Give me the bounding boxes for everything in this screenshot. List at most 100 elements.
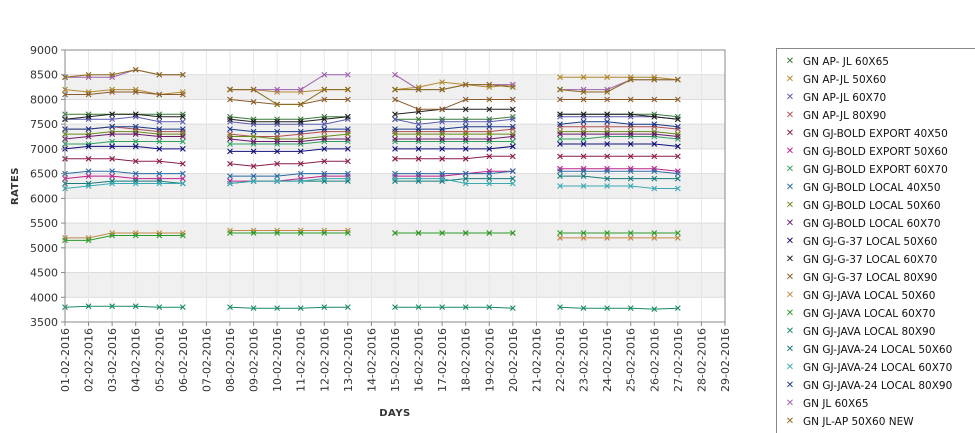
- data-point: [156, 170, 163, 177]
- data-point: [274, 160, 281, 167]
- data-point: [297, 160, 304, 167]
- data-point: [132, 111, 139, 118]
- data-point: [250, 118, 257, 125]
- data-point: [604, 141, 611, 147]
- x-tick-label: 05-02-2016: [153, 328, 166, 392]
- y-tick-label: 7500: [30, 118, 58, 131]
- data-point: [179, 128, 186, 135]
- legend-marker-icon: ✕: [785, 254, 795, 265]
- data-point: [674, 96, 681, 103]
- data-point: [580, 123, 587, 130]
- data-point: [486, 138, 493, 145]
- data-point: [604, 128, 611, 135]
- x-tick-label: 09-02-2016: [248, 328, 261, 392]
- x-tick-label: 19-02-2016: [483, 328, 496, 392]
- x-tick-label: 07-02-2016: [200, 328, 213, 392]
- data-point: [604, 183, 611, 189]
- data-point: [651, 141, 658, 147]
- data-point: [580, 168, 587, 175]
- x-tick-label: 12-02-2016: [318, 328, 331, 392]
- data-point: [179, 89, 186, 95]
- data-point: [227, 126, 233, 133]
- data-point: [580, 235, 587, 241]
- x-tick-label: 02-02-2016: [83, 328, 96, 392]
- data-point: [462, 230, 469, 236]
- data-point: [392, 146, 398, 152]
- data-point: [462, 81, 469, 88]
- x-tick-label: 10-02-2016: [271, 328, 284, 392]
- legend-item: ✕ GN GJ-BOLD LOCAL 50X60: [777, 197, 941, 215]
- y-tick-label: 5500: [30, 217, 58, 230]
- series-12: [62, 106, 681, 125]
- series-line: [64, 76, 678, 96]
- y-tick-label: 4500: [30, 267, 58, 280]
- y-tick-label: 3500: [30, 316, 58, 329]
- data-point: [109, 232, 116, 239]
- data-point: [557, 96, 563, 103]
- data-point: [344, 128, 351, 135]
- legend-label: GN JL-AP 50X60 NEW: [803, 416, 914, 428]
- x-tick-label: 14-02-2016: [365, 328, 378, 392]
- legend-item: ✕ GN AP-JL 50X60: [777, 71, 886, 89]
- legend-marker-icon: ✕: [785, 92, 795, 103]
- data-point: [392, 173, 398, 179]
- data-point: [415, 86, 422, 93]
- data-point: [439, 79, 446, 86]
- data-point: [509, 131, 516, 137]
- legend-marker-icon: ✕: [785, 110, 795, 121]
- series-line: [64, 178, 678, 189]
- legend-item: ✕ GN JL 60X65: [777, 395, 869, 413]
- data-point: [297, 136, 304, 142]
- data-point: [651, 121, 658, 128]
- x-tick-label: 26-02-2016: [648, 328, 661, 392]
- data-point: [462, 138, 469, 145]
- x-tick-label: 18-02-2016: [460, 328, 473, 392]
- data-point: [509, 230, 516, 236]
- data-point: [604, 168, 611, 175]
- data-point: [274, 86, 281, 93]
- series-line: [64, 143, 678, 152]
- series-line: [65, 155, 678, 167]
- data-point: [250, 163, 257, 170]
- series-line: [64, 170, 678, 177]
- data-point: [321, 126, 328, 133]
- data-point: [674, 131, 681, 137]
- data-point: [344, 96, 351, 103]
- data-point: [651, 235, 658, 241]
- series-3: [62, 113, 681, 128]
- data-point: [651, 113, 658, 120]
- x-tick-label: 13-02-2016: [342, 328, 355, 392]
- data-point: [580, 74, 587, 81]
- legend-marker-icon: ✕: [785, 56, 795, 67]
- data-point: [274, 118, 281, 125]
- data-point: [627, 153, 634, 160]
- data-point: [297, 148, 304, 155]
- data-point: [227, 178, 233, 184]
- legend-item: ✕ GN GJ-BOLD LOCAL 60X70: [777, 215, 941, 233]
- series-line: [65, 116, 678, 125]
- legend-marker-icon: ✕: [785, 344, 795, 355]
- data-point: [580, 128, 587, 135]
- data-point: [344, 113, 351, 120]
- data-point: [250, 173, 257, 179]
- data-point: [651, 111, 658, 118]
- data-point: [297, 230, 304, 236]
- legend-marker-icon: ✕: [785, 308, 795, 319]
- data-point: [627, 76, 634, 83]
- data-point: [321, 178, 328, 184]
- data-point: [109, 74, 116, 81]
- data-point: [321, 133, 328, 140]
- data-point: [415, 170, 422, 177]
- data-point: [674, 136, 681, 142]
- data-point: [156, 138, 163, 145]
- data-point: [439, 304, 446, 311]
- data-point: [344, 116, 351, 123]
- data-point: [674, 113, 681, 120]
- data-point: [486, 170, 493, 177]
- series-line: [64, 305, 678, 310]
- data-point: [274, 133, 281, 140]
- data-point: [132, 158, 139, 165]
- data-point: [297, 178, 304, 184]
- data-point: [627, 230, 634, 236]
- data-point: [674, 168, 681, 175]
